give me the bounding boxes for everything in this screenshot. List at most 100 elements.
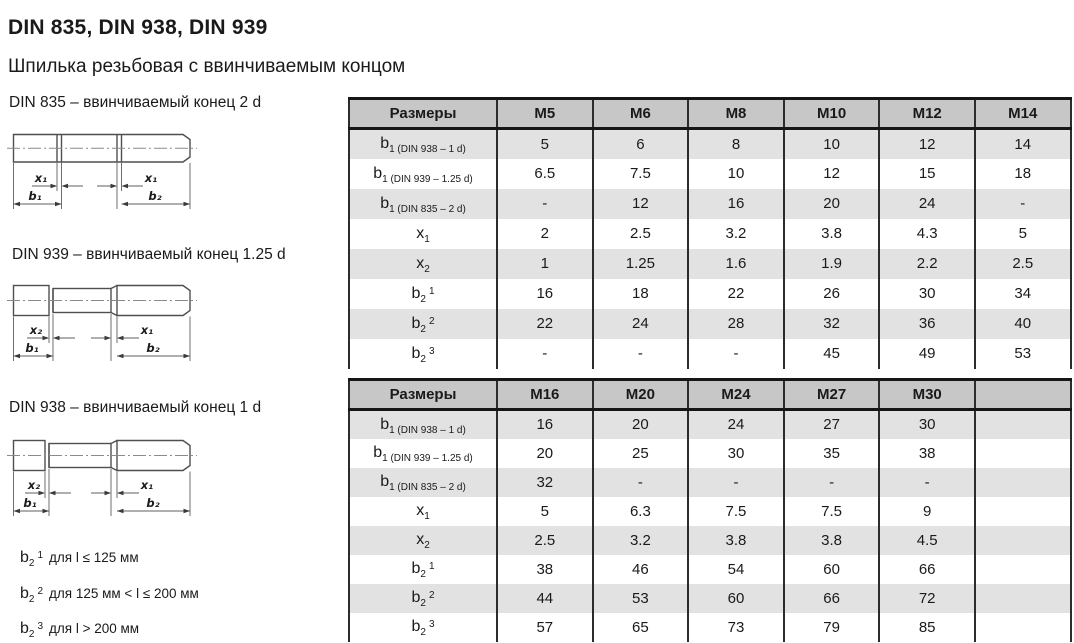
row-label-sub: 1 (DIN 939 – 1.25 d) — [382, 173, 473, 185]
row-label-sub: 2 — [420, 293, 426, 305]
din-835-drawing: x₁ x₁ b₁ b₂ — [7, 133, 197, 209]
value-cell: 16 — [687, 188, 784, 219]
row-label-sub: 1 (DIN 835 – 2 d) — [389, 482, 466, 493]
row-label: b23 — [348, 612, 497, 642]
row-label-sub: 2 — [424, 263, 430, 275]
row-label: b1 (DIN 938 – 1 d) — [348, 128, 497, 159]
value-cell: 3.8 — [782, 218, 880, 249]
value-cell: 45 — [782, 338, 880, 369]
row-label-sub: 1 (DIN 938 – 1 d) — [389, 424, 466, 436]
dim-label-x-right: x₁ — [140, 323, 153, 337]
value-cell: 30 — [878, 278, 975, 309]
value-cell: 16 — [496, 278, 593, 309]
value-cell: - — [782, 467, 880, 497]
row-label-sub: 1 (DIN 938 – 1 d) — [389, 144, 466, 156]
value-cell: 7.5 — [782, 496, 880, 526]
row-label: x2 — [348, 248, 497, 279]
value-cell: 53 — [591, 583, 689, 613]
row-label-sub: 1 — [424, 511, 430, 522]
row-label-base: b — [411, 618, 421, 635]
size-header-M5: M5 — [496, 98, 593, 130]
value-cell: 4.5 — [878, 525, 975, 555]
table-row: x2 1 1.25 1.6 1.9 2.2 2.5 — [348, 248, 1072, 279]
header-row: Размеры M16 M20 M24 M27 M30 — [348, 379, 1072, 411]
value-cell: 18 — [591, 278, 689, 309]
dim-label-x-left: x₂ — [29, 323, 42, 337]
value-cell: 24 — [878, 188, 975, 219]
value-cell: 14 — [973, 128, 1072, 159]
table-row: b1 (DIN 835 – 2 d) -12 16 20 24- — [348, 188, 1072, 219]
value-cell: 28 — [687, 308, 784, 339]
value-cell: 15 — [878, 158, 975, 189]
size-col-header: Размеры — [348, 98, 497, 130]
table-row: x1 5 6.3 7.5 7.5 9 — [348, 496, 1072, 526]
table-row: b23 57 65 73 79 85 — [348, 612, 1072, 642]
value-cell: 26 — [782, 278, 880, 309]
din-939-drawing: x₂ x₁ b₁ b₂ — [7, 284, 197, 361]
value-cell: 3.8 — [782, 525, 880, 555]
row-label-sub: 1 — [424, 233, 430, 245]
dim-label-x-right: x₁ — [140, 478, 153, 492]
row-label: b22 — [348, 308, 497, 339]
value-cell: 38 — [878, 438, 975, 468]
row-label-base: b — [373, 444, 383, 461]
row-label-base: b — [380, 135, 390, 153]
value-cell: 34 — [973, 278, 1072, 309]
row-label-sub: 2 — [424, 540, 430, 551]
row-label-base: x — [416, 502, 425, 519]
extension-lines — [13, 314, 191, 361]
value-cell: 7.5 — [591, 158, 689, 189]
value-cell: 2 — [496, 218, 593, 249]
value-cell: - — [591, 467, 689, 497]
value-cell: - — [878, 467, 975, 497]
row-label-sup: 1 — [428, 285, 435, 297]
value-cell: 60 — [782, 554, 880, 584]
row-label-base: b — [380, 415, 390, 433]
footnote-b2-1: b21 для l ≤ 125 мм — [20, 549, 139, 569]
row-label-sup: 3 — [428, 619, 435, 630]
footnote-text: для 125 мм < l ≤ 200 мм — [49, 586, 199, 601]
dim-label-b2: b₂ — [148, 189, 161, 203]
value-cell: 66 — [782, 583, 880, 613]
value-cell — [973, 583, 1072, 613]
value-cell: 46 — [591, 554, 689, 584]
table-row: b22 22 24 28 32 36 40 — [348, 308, 1072, 339]
dim-label-b1: b₁ — [28, 189, 41, 203]
value-cell: 40 — [973, 308, 1072, 339]
value-cell — [973, 554, 1072, 584]
value-cell: 20 — [591, 409, 689, 439]
value-cell: 20 — [782, 188, 880, 219]
size-col-header: Размеры — [348, 379, 497, 411]
value-cell: - — [496, 188, 593, 219]
row-label-sub: 1 (DIN 835 – 2 d) — [389, 203, 466, 215]
value-cell: 2.2 — [878, 248, 975, 279]
value-cell: 12 — [591, 188, 689, 219]
dim-label-x-left: x₁ — [34, 171, 47, 185]
value-cell: 7.5 — [687, 496, 784, 526]
row-label-base: b — [411, 314, 421, 332]
page-subtitle: Шпилька резьбовая с ввинчиваемым концом — [8, 56, 406, 77]
value-cell: 9 — [878, 496, 975, 526]
value-cell: 66 — [878, 554, 975, 584]
table-row: b1 (DIN 938 – 1 d) 5 6 8 10 12 14 — [348, 128, 1072, 159]
dim-label-x-right: x₁ — [144, 171, 157, 185]
value-cell: 30 — [687, 438, 784, 468]
value-cell: 24 — [687, 409, 784, 439]
value-cell: 60 — [687, 583, 784, 613]
value-cell: 32 — [496, 467, 593, 497]
value-cell: 1 — [496, 248, 593, 279]
value-cell: 3.8 — [687, 525, 784, 555]
row-label-sup: 1 — [428, 561, 435, 572]
figure-caption-din-939: DIN 939 – ввинчиваемый конец 1.25 d — [12, 246, 286, 263]
dimension-arrows — [13, 490, 190, 514]
size-header-M14: M14 — [973, 98, 1072, 130]
footnote-b2-2: b22 для 125 мм < l ≤ 200 мм — [20, 585, 199, 605]
row-label-sub: 2 — [420, 353, 426, 365]
table-row: b22 44 53 60 66 72 — [348, 583, 1072, 613]
footnote-symbol: b — [20, 549, 29, 566]
value-cell: - — [687, 338, 784, 369]
value-cell: 12 — [782, 158, 880, 189]
size-header-M30: M30 — [878, 379, 975, 411]
row-label: b1 (DIN 835 – 2 d) — [348, 467, 497, 497]
value-cell: - — [687, 467, 784, 497]
